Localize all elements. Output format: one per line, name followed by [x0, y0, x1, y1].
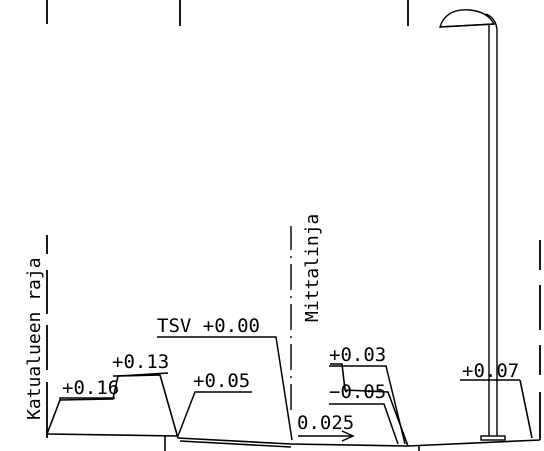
leader-lines	[59, 336, 520, 445]
height-label-median: +0.05	[193, 370, 250, 392]
top-section-lines	[46, 0, 409, 26]
slope-label: 0.025	[297, 412, 354, 434]
height-label-right-edge: +0.07	[462, 360, 519, 382]
ground-profile	[46, 363, 541, 451]
height-label-left-inner: +0.13	[112, 351, 169, 373]
height-label-right-top: +0.03	[329, 344, 386, 366]
tsv-label: TSV +0.00	[157, 315, 260, 337]
measure-line-label: Mittalinja	[302, 214, 323, 322]
boundary-label: Katualueen raja	[24, 257, 45, 420]
arrow-right-icon	[298, 430, 355, 442]
height-label-right-low: −0.05	[329, 381, 386, 403]
street-lamp-icon	[439, 9, 506, 441]
height-label-left-outer: +0.16	[62, 377, 119, 399]
